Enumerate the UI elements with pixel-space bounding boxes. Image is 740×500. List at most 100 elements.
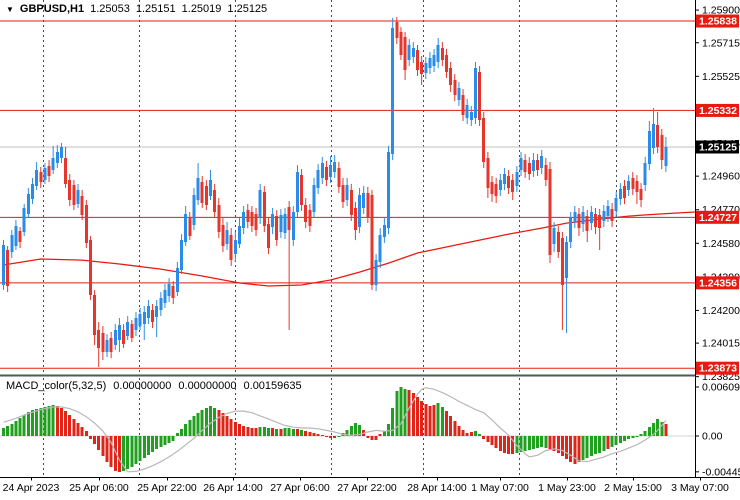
candle <box>428 51 432 75</box>
price-badge-red: 1.24727 <box>696 210 739 224</box>
candle <box>291 206 295 246</box>
candle <box>440 42 444 67</box>
candle <box>577 207 581 237</box>
candle <box>109 331 113 359</box>
candle <box>324 160 328 187</box>
macd-bar <box>457 426 461 436</box>
macd-bar <box>258 426 262 436</box>
macd-bar <box>602 436 606 451</box>
candle <box>341 177 345 208</box>
macd-bar <box>101 436 105 456</box>
candle <box>167 278 171 302</box>
candle <box>101 325 105 361</box>
candle <box>610 203 614 228</box>
macd-bar <box>345 430 349 436</box>
macd-signal-line <box>3 387 667 473</box>
macd-bar <box>399 387 403 436</box>
candle <box>337 162 341 193</box>
candle <box>552 222 556 252</box>
candle <box>366 186 370 223</box>
candle <box>511 174 515 200</box>
symbol-dropdown-icon[interactable]: ▼ <box>6 4 14 14</box>
candle <box>175 262 179 297</box>
macd-bar <box>250 428 254 436</box>
macd-bar <box>329 436 333 439</box>
time-axis[interactable]: 24 Apr 2023 25 Apr 06:00 25 Apr 22:00 26 Ap… <box>0 477 740 495</box>
candle <box>374 254 378 291</box>
price-badge-red: 1.25332 <box>696 103 739 117</box>
price-axis[interactable]: 1.259001.257151.255251.251451.249601.247… <box>695 0 740 478</box>
macd-bar <box>378 433 382 436</box>
price-tick-label: 1.24580 <box>702 238 740 250</box>
candle <box>88 236 92 300</box>
macd-bar <box>552 436 556 451</box>
candle <box>614 192 618 217</box>
price-pane[interactable] <box>0 16 695 369</box>
macd-bar <box>117 436 121 472</box>
macd-bar <box>300 430 304 436</box>
macd-bar <box>295 429 299 436</box>
macd-bar <box>237 424 241 436</box>
quote-low: 1.25019 <box>181 3 222 15</box>
macd-bar <box>142 436 146 458</box>
macd-bar <box>507 436 511 454</box>
macd-bar <box>130 436 134 467</box>
macd-bar <box>6 426 10 436</box>
macd-bar <box>291 429 295 436</box>
macd-bar <box>569 436 573 462</box>
macd-pane[interactable] <box>0 387 695 473</box>
quote-open: 1.25053 <box>90 3 130 15</box>
macd-bar <box>349 426 353 436</box>
macd-bar <box>43 407 47 436</box>
macd-bar <box>366 436 370 439</box>
candle <box>424 57 428 79</box>
macd-bar <box>420 401 424 436</box>
candle <box>221 218 225 252</box>
time-tick-label: 2 May 15:00 <box>604 482 662 494</box>
candle <box>635 175 639 205</box>
macd-bar <box>606 436 610 449</box>
macd-scale-label: -0.0044520 <box>702 466 740 478</box>
candle <box>585 210 589 243</box>
macd-bar <box>598 436 602 453</box>
macd-bar <box>548 436 552 449</box>
time-tick-label: 24 Apr 2023 <box>3 482 60 494</box>
candle <box>113 324 117 350</box>
macd-bar <box>324 436 328 437</box>
candle <box>246 204 250 229</box>
macd-bar <box>656 419 660 436</box>
candle <box>482 112 486 169</box>
candle <box>523 154 527 178</box>
macd-bar <box>610 436 614 447</box>
macd-bar <box>374 436 378 441</box>
candle <box>287 201 291 331</box>
macd-bar <box>643 431 647 436</box>
candle <box>407 39 411 67</box>
macd-bar <box>163 436 167 446</box>
macd-name: MACD_color(5,32,5) <box>6 380 107 392</box>
macd-bar <box>594 436 598 454</box>
candle <box>382 218 386 243</box>
macd-bar <box>279 429 283 436</box>
candle <box>283 207 287 240</box>
candle <box>627 175 631 196</box>
macd-bar <box>589 436 593 456</box>
candle <box>134 312 138 337</box>
candle <box>35 162 39 190</box>
macd-bar <box>444 411 448 436</box>
candle <box>10 230 14 258</box>
candle <box>142 306 146 341</box>
candle <box>515 166 519 193</box>
macd-bar <box>146 436 150 455</box>
candle <box>196 163 200 205</box>
macd-bar <box>155 436 159 449</box>
price-badge-label: 1.24356 <box>699 277 737 289</box>
candle <box>262 186 266 232</box>
macd-scale-label: 0.0060900 <box>702 382 740 394</box>
candle <box>130 319 134 343</box>
macd-bar <box>266 428 270 436</box>
candle <box>631 172 635 196</box>
macd-bar <box>660 422 664 436</box>
